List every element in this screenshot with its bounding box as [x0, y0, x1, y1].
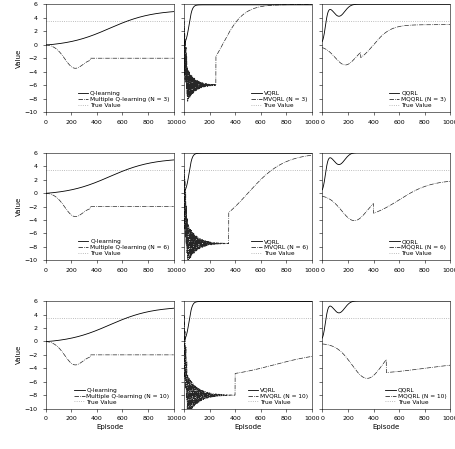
- X-axis label: Episode: Episode: [234, 424, 262, 430]
- Legend: Q-learning, Multiple Q-learning (N = 6), True Value: Q-learning, Multiple Q-learning (N = 6),…: [77, 238, 171, 257]
- Legend: QQRL, MQQRL (N = 6), True Value: QQRL, MQQRL (N = 6), True Value: [388, 238, 448, 257]
- Legend: QQRL, MQQRL (N = 10), True Value: QQRL, MQQRL (N = 10), True Value: [384, 386, 448, 406]
- Legend: Q-learning, Multiple Q-learning (N = 10), True Value: Q-learning, Multiple Q-learning (N = 10)…: [73, 386, 171, 406]
- Legend: VQRL, MVQRL (N = 6), True Value: VQRL, MVQRL (N = 6), True Value: [250, 238, 309, 257]
- Y-axis label: Value: Value: [16, 48, 22, 68]
- Legend: QQRL, MQQRL (N = 3), True Value: QQRL, MQQRL (N = 3), True Value: [388, 90, 448, 109]
- Y-axis label: Value: Value: [16, 197, 22, 216]
- Legend: Q-learning, Multiple Q-learning (N = 3), True Value: Q-learning, Multiple Q-learning (N = 3),…: [76, 90, 171, 109]
- X-axis label: Episode: Episode: [373, 424, 400, 430]
- Y-axis label: Value: Value: [16, 345, 22, 365]
- Legend: VQRL, MVQRL (N = 3), True Value: VQRL, MVQRL (N = 3), True Value: [250, 90, 309, 109]
- X-axis label: Episode: Episode: [96, 424, 123, 430]
- Legend: VQRL, MVQRL (N = 10), True Value: VQRL, MVQRL (N = 10), True Value: [247, 386, 309, 406]
